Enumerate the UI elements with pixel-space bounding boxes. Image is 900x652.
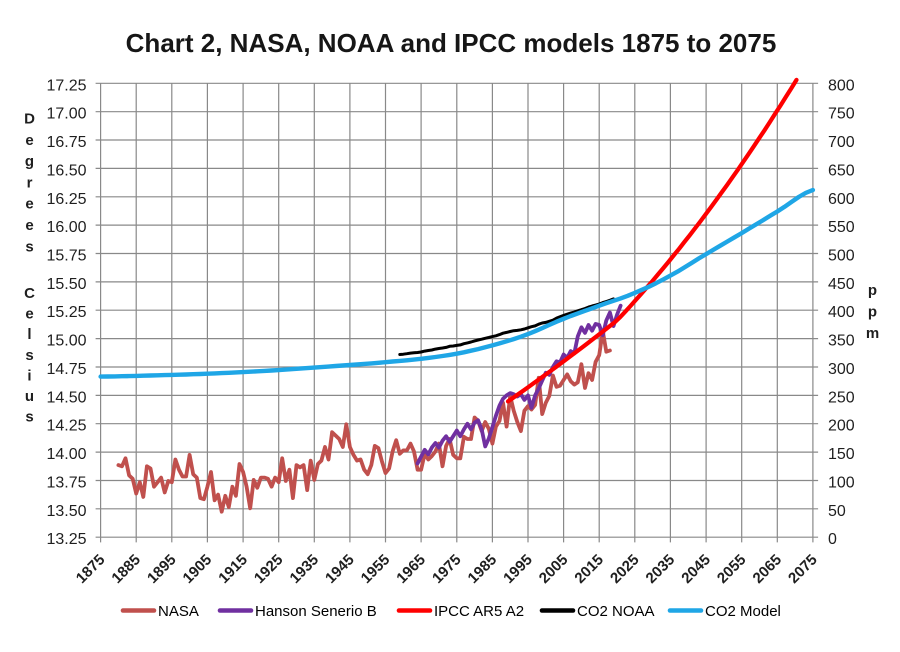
svg-text:e: e [25, 217, 33, 234]
svg-text:CO2 NOAA: CO2 NOAA [577, 603, 655, 620]
svg-text:500: 500 [828, 248, 855, 265]
svg-text:D: D [24, 111, 35, 128]
svg-text:650: 650 [828, 162, 855, 179]
svg-text:150: 150 [828, 446, 855, 463]
svg-text:u: u [25, 388, 34, 405]
svg-text:15.50: 15.50 [46, 276, 86, 293]
svg-text:300: 300 [828, 361, 855, 378]
svg-text:Chart 2, NASA, NOAA and IPCC m: Chart 2, NASA, NOAA and IPCC models 1875… [126, 28, 777, 58]
svg-text:17.25: 17.25 [46, 77, 86, 94]
svg-text:m: m [866, 325, 879, 342]
svg-text:700: 700 [828, 134, 855, 151]
svg-text:p: p [868, 304, 877, 321]
svg-text:13.25: 13.25 [46, 531, 86, 548]
svg-text:17.00: 17.00 [46, 106, 86, 123]
svg-text:i: i [27, 367, 31, 384]
svg-text:g: g [25, 153, 34, 170]
svg-text:s: s [25, 347, 33, 364]
svg-text:550: 550 [828, 219, 855, 236]
svg-text:16.75: 16.75 [46, 134, 86, 151]
svg-text:15.00: 15.00 [46, 333, 86, 350]
svg-text:e: e [25, 132, 33, 149]
svg-text:200: 200 [828, 418, 855, 435]
svg-text:e: e [25, 306, 33, 323]
svg-text:0: 0 [828, 531, 837, 548]
svg-text:Hanson Senerio B: Hanson Senerio B [255, 603, 377, 620]
svg-text:450: 450 [828, 276, 855, 293]
svg-text:16.25: 16.25 [46, 191, 86, 208]
svg-text:p: p [868, 282, 877, 299]
svg-text:600: 600 [828, 191, 855, 208]
svg-text:s: s [25, 238, 33, 255]
svg-text:16.50: 16.50 [46, 162, 86, 179]
svg-text:C: C [24, 285, 35, 302]
svg-text:14.75: 14.75 [46, 361, 86, 378]
svg-text:250: 250 [828, 389, 855, 406]
svg-text:400: 400 [828, 304, 855, 321]
svg-text:16.00: 16.00 [46, 219, 86, 236]
svg-text:350: 350 [828, 333, 855, 350]
svg-text:14.25: 14.25 [46, 418, 86, 435]
svg-text:15.75: 15.75 [46, 248, 86, 265]
svg-text:800: 800 [828, 77, 855, 94]
svg-text:r: r [27, 174, 33, 191]
svg-text:s: s [25, 409, 33, 426]
svg-text:IPCC AR5 A2: IPCC AR5 A2 [434, 603, 524, 620]
svg-text:14.00: 14.00 [46, 446, 86, 463]
svg-text:NASA: NASA [158, 603, 199, 620]
svg-text:l: l [27, 326, 31, 343]
svg-text:15.25: 15.25 [46, 304, 86, 321]
svg-text:e: e [25, 196, 33, 213]
svg-text:750: 750 [828, 106, 855, 123]
svg-text:14.50: 14.50 [46, 389, 86, 406]
svg-text:CO2 Model: CO2 Model [705, 603, 781, 620]
svg-text:100: 100 [828, 475, 855, 492]
svg-text:13.50: 13.50 [46, 503, 86, 520]
svg-text:13.75: 13.75 [46, 475, 86, 492]
svg-text:50: 50 [828, 503, 846, 520]
